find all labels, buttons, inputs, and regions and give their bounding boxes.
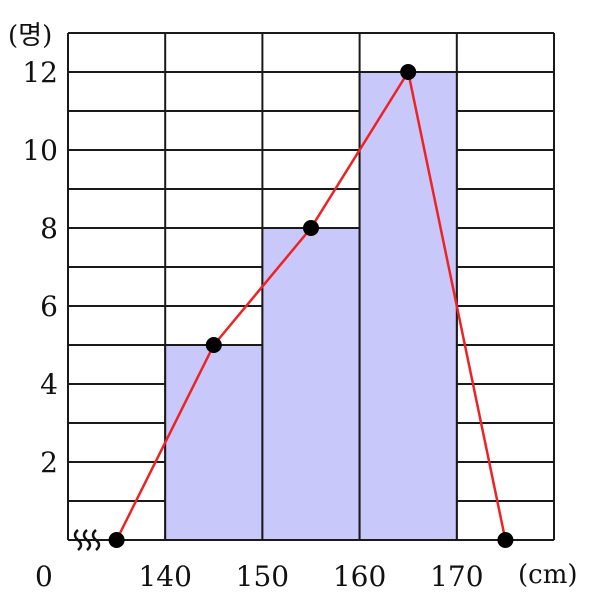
histogram-bar	[358, 71, 458, 541]
x-tick-label: 160	[333, 560, 386, 593]
y-axis-label: (명)	[8, 21, 52, 51]
x-tick-labels: 140 150 160 170	[138, 560, 483, 593]
histogram-bar	[261, 227, 361, 541]
y-tick-label: 12	[22, 56, 58, 89]
y-tick-label: 6	[40, 290, 58, 323]
x-axis-label: (cm)	[518, 560, 578, 590]
origin-label: 0	[35, 560, 53, 593]
polygon-point	[108, 532, 125, 548]
axis-break-icon	[73, 529, 101, 551]
x-tick-label: 140	[138, 560, 191, 593]
x-tick-label: 150	[236, 560, 289, 593]
y-tick-label: 2	[40, 446, 58, 479]
histogram-bar	[164, 344, 264, 541]
y-tick-label: 8	[40, 212, 58, 245]
polygon-points	[108, 64, 514, 548]
polygon-point	[205, 337, 222, 353]
y-tick-labels: 2 4 6 8 10 12	[22, 56, 58, 479]
polygon-point	[497, 532, 514, 548]
x-tick-label: 170	[430, 560, 483, 593]
y-tick-label: 10	[22, 134, 58, 167]
polygon-point	[400, 64, 417, 80]
y-tick-label: 4	[40, 368, 58, 401]
polygon-point	[303, 220, 319, 236]
bars	[164, 71, 458, 541]
